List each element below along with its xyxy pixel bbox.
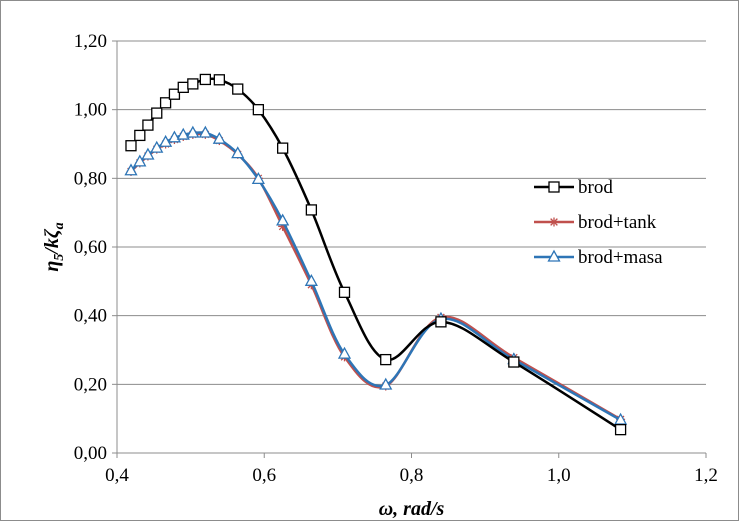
point-brod-4 bbox=[159, 97, 172, 109]
y-axis-title-main: η bbox=[41, 261, 63, 272]
legend-marker-brod bbox=[548, 181, 560, 193]
y-axis-title-suba: a bbox=[52, 222, 67, 229]
y-tick-label-0: 0,00 bbox=[74, 443, 107, 464]
x-tick-label-2: 0,8 bbox=[400, 465, 424, 486]
point-brod-masa-8 bbox=[198, 125, 212, 138]
point-brod-masa-15 bbox=[379, 377, 393, 390]
point-brod-1 bbox=[134, 129, 146, 142]
x-tick-label-1: 0,6 bbox=[252, 465, 276, 486]
x-axis-title: ω, rad/s bbox=[379, 498, 445, 520]
y-tick-label-3: 0,60 bbox=[74, 237, 107, 258]
y-tick-label-6: 1,20 bbox=[74, 31, 107, 52]
point-brod-11 bbox=[252, 104, 265, 116]
legend-marker-brod-tank bbox=[549, 217, 559, 227]
y-tick-label-5: 1,00 bbox=[74, 100, 107, 121]
y-tick-label-2: 0,40 bbox=[74, 306, 107, 327]
point-brod-masa-11 bbox=[251, 172, 265, 185]
y-axis-title-sub5: 5 bbox=[52, 254, 67, 261]
series-line-brod-tank bbox=[130, 132, 622, 421]
point-brod-masa-1 bbox=[133, 154, 147, 167]
point-brod-10 bbox=[232, 83, 244, 95]
point-brod-12 bbox=[277, 142, 289, 154]
point-brod-masa-4 bbox=[158, 134, 173, 147]
point-brod-masa-13 bbox=[304, 273, 318, 286]
point-brod-masa-2 bbox=[141, 147, 155, 160]
legend-label-brod-tank: brod+tank bbox=[578, 212, 657, 233]
point-brod-masa-14 bbox=[337, 346, 352, 359]
point-brod-masa-3 bbox=[150, 140, 164, 153]
point-brod-15 bbox=[380, 353, 392, 366]
point-brod-masa-10 bbox=[231, 146, 245, 159]
point-brod-14 bbox=[338, 286, 351, 298]
point-brod-2 bbox=[142, 119, 154, 131]
point-brod-3 bbox=[151, 107, 163, 119]
legend-marker-brod-masa bbox=[547, 249, 561, 262]
point-brod-5 bbox=[168, 88, 181, 100]
point-brod-masa-6 bbox=[176, 127, 190, 140]
y-axis-title-mid: /kζ bbox=[41, 228, 63, 256]
point-brod-13 bbox=[305, 204, 318, 216]
point-brod-8 bbox=[199, 73, 212, 86]
point-brod-9 bbox=[213, 74, 225, 86]
point-brod-masa-0 bbox=[124, 163, 138, 176]
point-brod-7 bbox=[187, 78, 199, 90]
point-brod-18 bbox=[614, 424, 627, 436]
point-brod-6 bbox=[177, 81, 189, 93]
y-tick-label-4: 0,80 bbox=[74, 168, 107, 189]
y-tick-label-1: 0,20 bbox=[74, 374, 107, 395]
x-tick-label-4: 1,2 bbox=[694, 465, 718, 486]
point-brod-masa-7 bbox=[186, 125, 200, 138]
point-brod-16 bbox=[435, 316, 447, 328]
point-brod-17 bbox=[508, 356, 520, 368]
x-tick-label-3: 1,0 bbox=[547, 465, 571, 486]
point-brod-0 bbox=[125, 140, 137, 152]
point-brod-masa-9 bbox=[212, 131, 226, 144]
legend-label-brod: brod bbox=[578, 177, 613, 198]
legend-label-brod-masa: brod+masa bbox=[578, 247, 663, 268]
x-tick-label-0: 0,4 bbox=[105, 465, 129, 486]
point-brod-masa-12 bbox=[276, 213, 290, 226]
y-axis-title: η5/kζa bbox=[41, 222, 67, 271]
